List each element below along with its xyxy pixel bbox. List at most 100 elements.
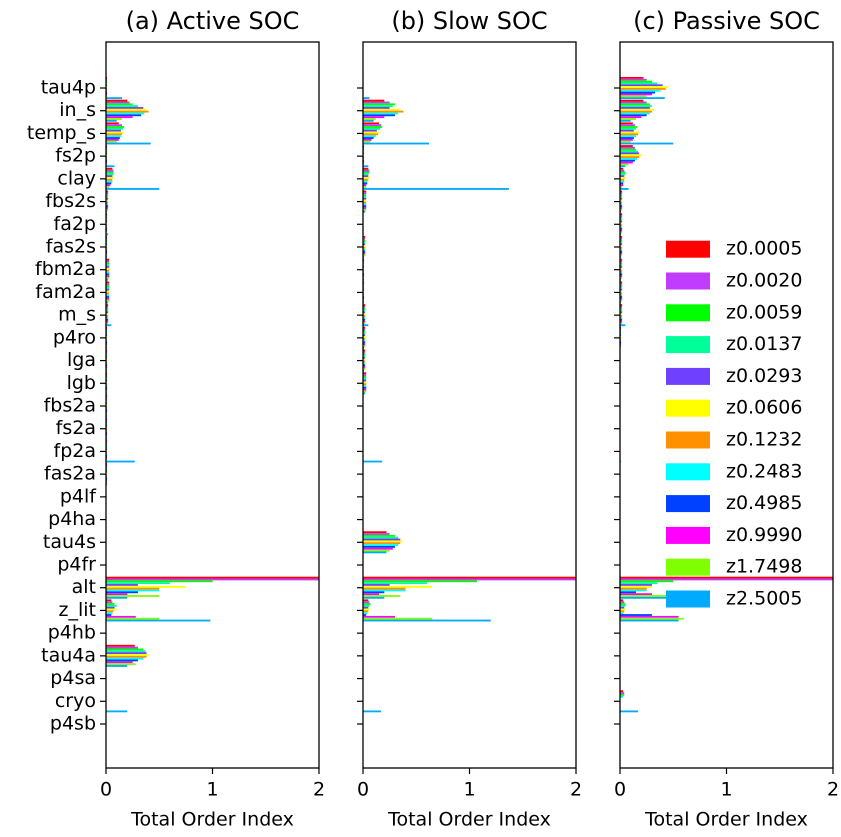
bar bbox=[620, 248, 623, 251]
bar bbox=[620, 311, 623, 314]
bar bbox=[620, 595, 677, 597]
bar bbox=[620, 201, 623, 204]
legend-swatch bbox=[666, 304, 710, 322]
bar bbox=[620, 157, 638, 160]
bar bbox=[620, 267, 623, 270]
y-tick-label: fbs2a bbox=[44, 395, 96, 417]
bar bbox=[620, 262, 623, 265]
bar bbox=[620, 254, 623, 257]
bar bbox=[620, 692, 625, 694]
bar bbox=[363, 383, 367, 386]
bar bbox=[620, 229, 623, 232]
bar bbox=[106, 269, 110, 272]
x-tick-label: 1 bbox=[463, 779, 475, 801]
bar bbox=[620, 82, 658, 85]
bar bbox=[106, 599, 112, 602]
bar bbox=[620, 169, 625, 172]
legend-label: z0.4985 bbox=[726, 492, 802, 514]
bar bbox=[106, 604, 117, 607]
bar bbox=[363, 110, 404, 113]
plot-area bbox=[620, 76, 833, 713]
bar bbox=[620, 167, 624, 170]
bar bbox=[620, 194, 623, 197]
bar bbox=[620, 226, 623, 228]
y-tick-label: lga bbox=[67, 349, 96, 371]
bar bbox=[106, 266, 110, 268]
bar bbox=[363, 320, 366, 323]
bar bbox=[620, 186, 623, 189]
bar bbox=[620, 156, 640, 158]
bar bbox=[106, 301, 109, 304]
bar bbox=[106, 659, 138, 662]
y-tick-label: tau4s bbox=[43, 531, 96, 553]
bar bbox=[363, 235, 366, 238]
bar bbox=[106, 135, 121, 138]
bar bbox=[106, 167, 113, 170]
bar bbox=[620, 275, 623, 278]
bar bbox=[106, 126, 125, 128]
bar bbox=[363, 533, 390, 535]
bar bbox=[106, 142, 151, 145]
bar bbox=[363, 326, 366, 329]
bar bbox=[620, 290, 623, 293]
bar bbox=[106, 591, 138, 594]
bar bbox=[106, 173, 114, 176]
bar bbox=[620, 316, 623, 319]
bar bbox=[363, 194, 367, 197]
bar bbox=[106, 294, 110, 297]
bar bbox=[620, 320, 623, 323]
legend-label: z0.1232 bbox=[726, 429, 802, 451]
bar bbox=[363, 614, 367, 616]
bar bbox=[363, 118, 376, 120]
x-tick-label: 2 bbox=[827, 779, 839, 801]
bar bbox=[106, 661, 133, 664]
bar bbox=[363, 107, 390, 109]
legend-swatch bbox=[666, 590, 710, 608]
bar bbox=[106, 114, 142, 117]
bar bbox=[363, 355, 366, 357]
bar bbox=[620, 99, 644, 102]
bar bbox=[106, 617, 160, 620]
bar bbox=[363, 584, 390, 586]
bar bbox=[106, 194, 109, 197]
bar bbox=[620, 93, 652, 96]
bar bbox=[363, 116, 385, 119]
bar bbox=[363, 254, 366, 257]
bar bbox=[620, 224, 623, 227]
legend-swatch bbox=[666, 495, 710, 513]
bar bbox=[106, 278, 109, 281]
bar bbox=[363, 309, 366, 312]
legend-label: z1.7498 bbox=[726, 556, 802, 578]
bar bbox=[363, 372, 367, 375]
bar bbox=[106, 116, 133, 119]
bar bbox=[363, 305, 366, 308]
bar bbox=[620, 315, 623, 317]
bar bbox=[620, 116, 642, 119]
bar bbox=[106, 318, 109, 321]
bar bbox=[620, 283, 623, 286]
bar bbox=[620, 591, 636, 594]
bar bbox=[363, 114, 395, 117]
bar bbox=[363, 617, 433, 620]
bar bbox=[106, 606, 115, 609]
bar bbox=[363, 353, 366, 356]
bar bbox=[620, 177, 626, 179]
y-tick-label: alt bbox=[72, 576, 96, 598]
bar bbox=[106, 288, 110, 291]
bar bbox=[363, 137, 374, 139]
y-tick-label: tau4a bbox=[41, 644, 96, 666]
bar bbox=[106, 184, 111, 187]
bar bbox=[620, 235, 623, 238]
bar bbox=[106, 309, 109, 312]
bar bbox=[106, 118, 122, 120]
bar bbox=[363, 103, 395, 106]
bar bbox=[106, 578, 319, 581]
legend-label: z0.2483 bbox=[726, 460, 802, 482]
bar bbox=[620, 576, 833, 579]
bar bbox=[363, 99, 385, 102]
y-tick-label: clay bbox=[57, 167, 96, 189]
bar bbox=[106, 608, 117, 611]
bar bbox=[363, 596, 385, 599]
bar bbox=[363, 337, 366, 340]
bar bbox=[363, 101, 390, 104]
